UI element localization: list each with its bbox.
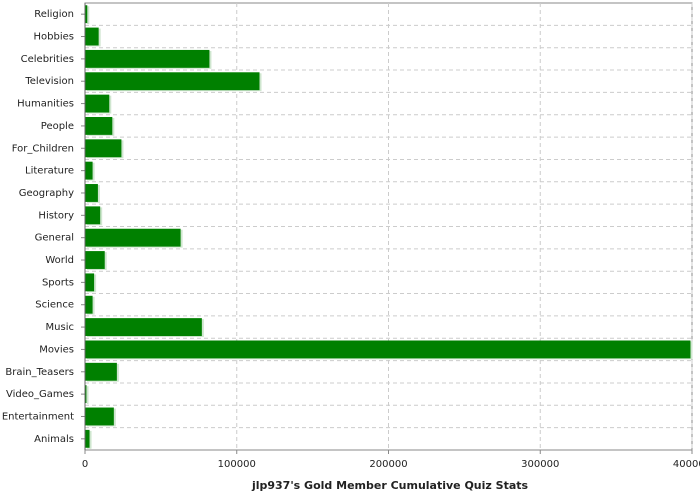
x-tick-label: 400000 [673, 459, 700, 470]
y-tick-label: Brain_Teasers [5, 367, 74, 378]
x-axis-title: jlp937's Gold Member Cumulative Quiz Sta… [251, 479, 529, 492]
bar [85, 273, 95, 292]
bar [85, 161, 93, 180]
bar [85, 295, 93, 314]
bar [85, 206, 101, 225]
bar [85, 27, 99, 46]
y-tick-label: Movies [39, 344, 74, 355]
bar [85, 94, 110, 113]
y-tick-label: People [41, 121, 74, 132]
bar [85, 385, 87, 404]
x-tick-label: 0 [82, 459, 88, 470]
x-tick-label: 100000 [218, 459, 256, 470]
bar [85, 429, 90, 448]
bar [85, 139, 122, 158]
bar [85, 5, 88, 24]
bar [85, 362, 117, 381]
y-tick-label: Geography [19, 188, 74, 199]
y-tick-label: Science [35, 300, 74, 311]
bar [85, 407, 114, 426]
x-tick-label: 300000 [521, 459, 559, 470]
y-tick-label: For_Children [12, 143, 74, 154]
bar [85, 228, 181, 247]
y-tick-label: Television [24, 76, 74, 87]
bar [85, 251, 105, 269]
y-tick-label: History [38, 210, 74, 221]
y-tick-label: Sports [42, 277, 74, 288]
x-tick-label: 200000 [369, 459, 407, 470]
y-tick-label: Video_Games [6, 389, 74, 400]
bar [85, 318, 202, 337]
bar [85, 49, 210, 68]
bar [85, 72, 260, 91]
y-tick-label: Literature [25, 166, 74, 177]
bar [85, 116, 113, 135]
y-tick-label: Religion [34, 9, 74, 20]
bar [85, 184, 98, 202]
bar-shadow [87, 386, 89, 405]
y-tick-label: Animals [34, 434, 74, 445]
y-tick-label: Celebrities [21, 54, 74, 65]
y-tick-label: World [45, 255, 74, 266]
y-tick-label: Music [46, 322, 74, 333]
y-tick-label: Entertainment [2, 411, 74, 422]
y-tick-label: General [35, 233, 74, 244]
y-tick-label: Humanities [17, 99, 74, 110]
bar [85, 340, 691, 359]
y-tick-label: Hobbies [34, 32, 74, 43]
bar-shadow [87, 6, 90, 25]
